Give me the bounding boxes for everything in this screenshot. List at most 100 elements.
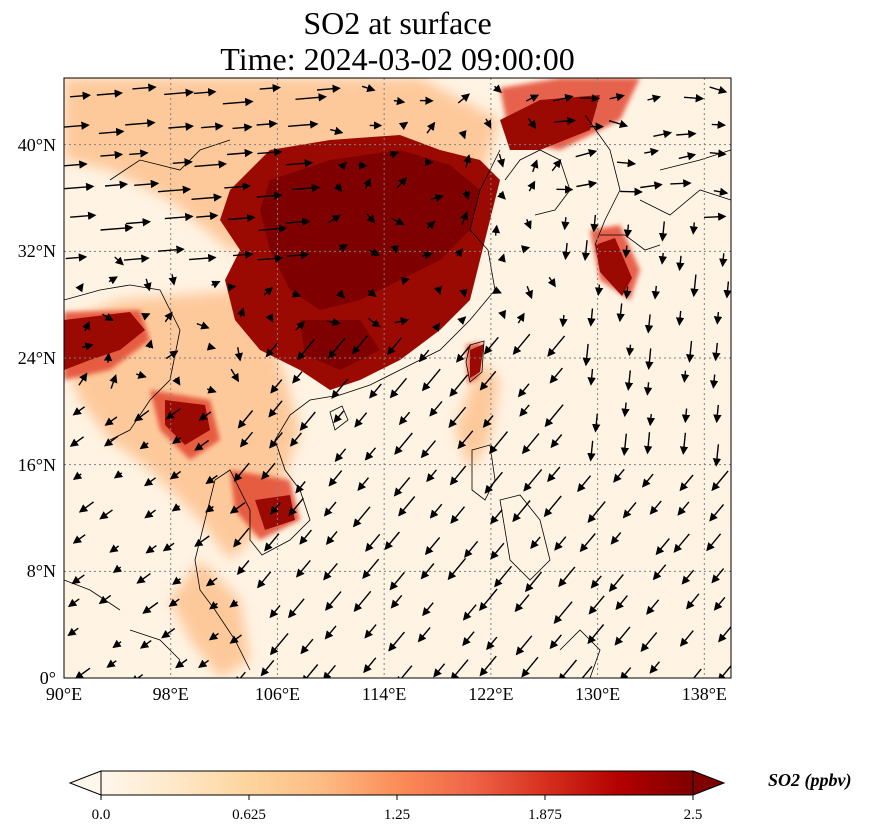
wind-arrow [426, 469, 438, 483]
wind-arrow [227, 283, 237, 292]
wind-arrow [69, 436, 85, 447]
wind-arrow [109, 374, 118, 389]
wind-arrow [364, 447, 377, 461]
map-frame [63, 77, 732, 679]
wind-arrow [367, 288, 377, 298]
wind-arrow [327, 318, 342, 327]
wind-arrow [209, 601, 219, 610]
wind-arrow [429, 503, 443, 519]
wind-arrow [205, 577, 218, 587]
wind-arrow [64, 160, 88, 169]
wind-arrow [547, 276, 556, 288]
wind-arrow [523, 219, 532, 230]
wind-arrow [484, 471, 503, 494]
wind-arrow [489, 431, 509, 455]
wind-arrow [368, 248, 380, 256]
wind-arrow [222, 97, 254, 107]
wind-arrow [237, 410, 254, 429]
wind-arrow [145, 545, 157, 554]
wind-arrow [615, 595, 628, 611]
wind-arrow [590, 575, 602, 589]
wind-arrow [679, 630, 694, 647]
wind-arrow [713, 404, 722, 424]
wind-arrow [109, 544, 120, 553]
wind-arrow [549, 634, 562, 650]
lon-tick-label: 90°E [45, 684, 83, 704]
wind-arrow [554, 536, 567, 551]
lat-tick-label: 24°N [17, 348, 56, 368]
wind-arrow [172, 576, 182, 585]
wind-arrow [145, 339, 154, 349]
wind-arrow [161, 627, 176, 639]
wind-arrow [704, 212, 727, 221]
wind-arrow [649, 500, 662, 515]
wind-arrow [551, 159, 562, 172]
wind-arrow [559, 314, 568, 328]
wind-arrow [479, 370, 497, 391]
wind-arrow [300, 638, 314, 655]
wind-arrow [388, 631, 405, 652]
wind-arrow [713, 311, 723, 325]
wind-arrow [608, 119, 629, 129]
wind-arrow [709, 374, 719, 389]
wind-arrow [363, 177, 371, 190]
lon-tick-label: 106°E [254, 684, 301, 704]
lat-tick-label: 8°N [26, 561, 56, 582]
wind-arrow [594, 284, 604, 296]
wind-arrow [257, 571, 272, 589]
wind-arrow [421, 251, 433, 260]
wind-arrow [70, 91, 91, 100]
wind-arrow [678, 152, 697, 161]
lat-tick-label: 0° [39, 668, 56, 688]
wind-arrow [448, 406, 467, 428]
wind-vectors [64, 83, 731, 678]
wind-arrow [723, 281, 731, 299]
wind-arrow [165, 350, 179, 360]
wind-arrow [552, 93, 574, 103]
wind-arrow [198, 411, 212, 421]
wind-arrow [581, 240, 590, 261]
lon-tick-label: 114°E [361, 684, 407, 704]
wind-arrow [236, 560, 250, 575]
wind-arrow [358, 161, 368, 170]
wind-arrow [609, 93, 625, 102]
colorbar-tick-label: 0.625 [232, 807, 266, 823]
wind-arrow [323, 562, 338, 581]
wind-arrow [711, 470, 729, 492]
wind-arrow [72, 406, 86, 416]
wind-arrow [208, 632, 219, 641]
wind-arrow [486, 636, 498, 651]
wind-arrow [422, 602, 434, 617]
wind-arrow [647, 94, 662, 103]
wind-arrow [171, 503, 181, 512]
wind-arrow [265, 313, 274, 323]
wind-arrow [129, 149, 149, 158]
wind-arrow [285, 159, 314, 168]
wind-arrow [325, 591, 342, 611]
wind-arrow [232, 123, 253, 132]
wind-arrow [492, 84, 502, 94]
wind-arrow [361, 84, 376, 93]
wind-arrow [286, 250, 310, 260]
wind-arrow [398, 121, 409, 131]
wind-arrow [651, 285, 660, 300]
wind-arrow [134, 179, 160, 189]
lon-tick-label: 122°E [468, 684, 514, 704]
wind-arrow [230, 368, 240, 383]
wind-arrow [191, 193, 223, 202]
wind-arrow [229, 502, 246, 514]
wind-arrow [269, 604, 281, 619]
wind-arrow [232, 250, 254, 259]
wind-arrow [256, 191, 283, 200]
wind-arrow [681, 569, 695, 585]
wind-arrow [194, 160, 227, 169]
wind-arrow [113, 470, 124, 479]
wind-arrow [646, 414, 656, 427]
wind-arrow [384, 531, 400, 551]
wind-arrow [169, 470, 182, 480]
wind-arrow [75, 283, 84, 293]
wind-arrow [237, 307, 245, 317]
wind-arrow [336, 289, 345, 299]
wind-arrow [168, 598, 180, 607]
wind-arrow [550, 434, 563, 449]
